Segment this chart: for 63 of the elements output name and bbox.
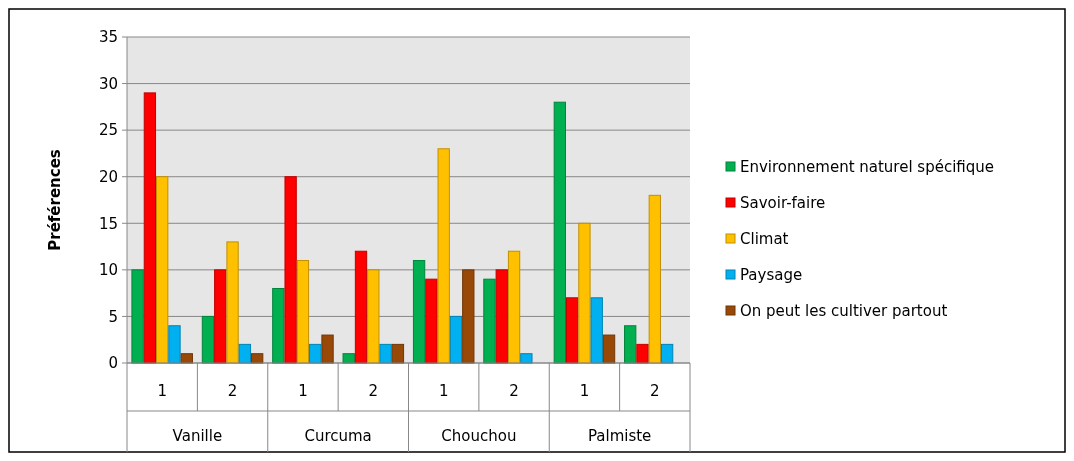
bar [449, 315, 463, 364]
bar [354, 250, 368, 364]
bar [379, 343, 392, 364]
bar [437, 148, 450, 364]
bar [156, 176, 169, 364]
bar [590, 297, 603, 364]
bar [648, 194, 661, 364]
y-tick-label: 10 [98, 261, 118, 280]
bar [214, 269, 227, 364]
y-tick-label: 35 [98, 28, 118, 47]
x-tick-label: 2 [368, 382, 379, 400]
x-tick-label: 1 [579, 382, 590, 400]
bar [131, 269, 144, 364]
text: Vanille [172, 427, 223, 445]
y-axis-title: Préférences [46, 149, 64, 251]
bar [624, 325, 637, 364]
legend-label: Environnement naturel spécifique [740, 158, 995, 177]
bar [520, 353, 533, 364]
text: Palmiste [587, 427, 652, 445]
bar [238, 343, 252, 364]
bar [226, 241, 239, 364]
x-tick-label: 2 [650, 382, 660, 400]
bar [296, 260, 310, 364]
bar [578, 222, 591, 364]
bar [168, 325, 181, 364]
bar [602, 334, 616, 364]
bar [272, 287, 285, 364]
bar [391, 343, 405, 364]
y-tick-label: 30 [98, 74, 118, 93]
legend-label: On peut les cultiver partout [740, 302, 948, 321]
bar [321, 334, 334, 364]
x-tick-label: 1 [298, 382, 308, 400]
x-tick-label: 1 [438, 382, 449, 400]
bar [367, 269, 380, 364]
bar [495, 269, 508, 364]
bar [565, 297, 579, 364]
bar [201, 315, 215, 364]
bar [180, 353, 193, 364]
bar [483, 278, 496, 364]
x-tick-label: 2 [227, 382, 238, 400]
y-tick-label: 20 [98, 167, 118, 186]
y-tick-label: 5 [108, 307, 118, 326]
bar [309, 343, 322, 364]
bar [284, 176, 297, 364]
bar [636, 343, 649, 364]
bar [412, 260, 426, 364]
text: Chouchou [441, 427, 517, 445]
bar [342, 353, 355, 364]
legend-label: Climat [740, 230, 789, 249]
bar [553, 101, 566, 364]
bar [660, 343, 674, 364]
y-tick-label: 25 [98, 121, 118, 140]
bar [507, 250, 521, 364]
text: Curcuma [304, 427, 372, 445]
y-tick-label: 15 [98, 214, 118, 233]
bar [425, 278, 438, 364]
x-tick-label: 1 [157, 382, 167, 400]
bar [143, 92, 157, 364]
bar [462, 269, 475, 364]
y-tick-label: 0 [108, 354, 118, 373]
legend-label: Savoir-faire [740, 194, 826, 213]
legend-label: Paysage [740, 266, 803, 285]
x-tick-label: 2 [509, 382, 519, 400]
